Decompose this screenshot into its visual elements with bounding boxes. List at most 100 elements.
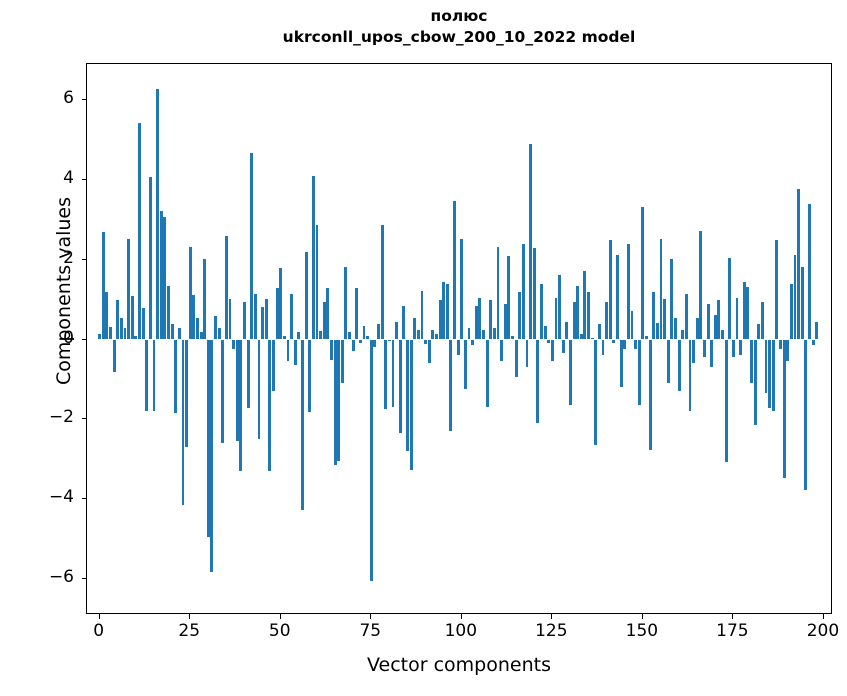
bar: [659, 238, 663, 340]
bar: [119, 317, 123, 340]
bar: [507, 256, 511, 340]
bar: [797, 188, 801, 340]
bar: [735, 297, 739, 340]
bar: [681, 329, 685, 340]
bar: [431, 329, 435, 340]
x-tick-mark: [732, 614, 734, 619]
bar: [387, 339, 391, 342]
y-axis-label: Components values: [53, 196, 75, 386]
bar: [518, 292, 522, 340]
bar: [699, 230, 703, 340]
bar: [362, 325, 366, 340]
bar: [333, 339, 337, 466]
plot-axes: [86, 63, 832, 614]
bar: [641, 206, 645, 340]
bar: [760, 301, 764, 340]
bar: [174, 339, 178, 414]
bar: [351, 339, 355, 352]
bar: [815, 321, 819, 340]
bar: [590, 337, 594, 340]
bar: [311, 175, 315, 340]
y-tick-label: −2: [48, 407, 74, 428]
x-tick-label: 175: [716, 621, 749, 641]
chart-title-line-2: ukrconll_upos_cbow_200_10_2022 model: [282, 28, 636, 46]
x-tick-label: 125: [535, 621, 568, 641]
bar: [224, 235, 228, 340]
bar: [315, 224, 319, 340]
bar: [134, 335, 138, 340]
bar: [275, 287, 279, 340]
bar: [261, 306, 265, 340]
bar: [478, 297, 482, 340]
bar: [148, 176, 152, 340]
bar: [811, 339, 815, 346]
x-tick-mark: [641, 614, 643, 619]
bar: [221, 339, 225, 444]
bar: [655, 322, 659, 340]
bar: [540, 283, 543, 340]
bar: [228, 298, 232, 340]
bar: [587, 291, 590, 340]
bar: [366, 335, 370, 340]
y-tick-mark: [82, 178, 87, 180]
bar: [558, 274, 562, 340]
x-tick-label: 100: [444, 621, 478, 641]
bar: [503, 303, 507, 340]
bar: [290, 293, 294, 340]
bar: [239, 339, 243, 472]
bar: [185, 339, 189, 448]
bar: [717, 299, 721, 340]
bar: [232, 339, 236, 350]
bar: [608, 240, 612, 340]
bar: [196, 317, 199, 340]
bar: [181, 339, 185, 506]
bar: [804, 339, 808, 491]
bar: [634, 339, 638, 350]
bar: [377, 323, 380, 340]
bar: [406, 339, 409, 452]
bar: [199, 331, 203, 340]
bar: [329, 339, 333, 361]
bar: [257, 339, 261, 439]
bar: [156, 88, 160, 340]
x-tick-mark: [460, 614, 462, 619]
bar: [768, 339, 772, 409]
bar: [474, 305, 478, 340]
bar: [409, 339, 413, 471]
bar: [286, 339, 290, 362]
bar: [688, 339, 692, 411]
bar: [594, 339, 598, 446]
bar: [337, 339, 341, 462]
x-tick-label: 0: [93, 621, 105, 641]
bar: [214, 315, 217, 340]
bar: [449, 339, 453, 431]
bar: [721, 329, 724, 340]
bar: [771, 339, 775, 411]
bar: [800, 266, 804, 340]
bar: [521, 244, 525, 340]
bar: [340, 339, 344, 384]
x-tick-mark: [98, 614, 100, 619]
bar: [250, 152, 254, 340]
x-tick-label: 25: [178, 621, 201, 641]
bar: [453, 200, 456, 340]
y-tick-mark: [82, 258, 87, 260]
bar: [793, 254, 797, 340]
bar-series: [87, 64, 831, 613]
bar: [268, 339, 272, 472]
bar: [467, 327, 471, 340]
bar: [674, 317, 677, 340]
bar: [757, 323, 761, 340]
bar: [420, 290, 424, 340]
bar: [775, 240, 779, 340]
bar: [192, 294, 196, 340]
bar: [605, 301, 609, 340]
y-tick-mark: [82, 498, 87, 500]
bar: [416, 329, 420, 340]
bar: [547, 339, 551, 344]
bar: [112, 339, 116, 373]
x-tick-label: 150: [625, 621, 659, 641]
bar: [293, 339, 297, 366]
y-tick-label: 0: [63, 327, 74, 348]
bar: [482, 329, 485, 340]
